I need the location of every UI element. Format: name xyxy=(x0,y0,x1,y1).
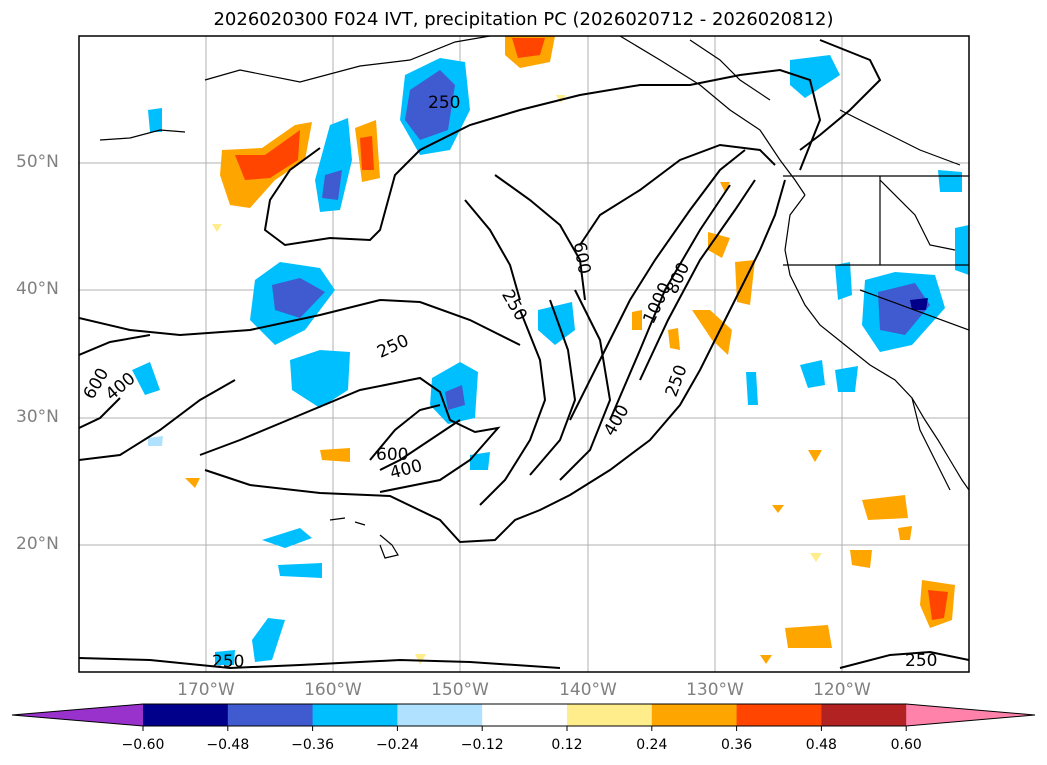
lat-label: 30°N xyxy=(16,407,59,427)
plot-frame xyxy=(78,35,970,673)
map-title: 2026020300 F024 IVT, precipitation PC (2… xyxy=(213,9,834,30)
colorbar-tick-label: 0.12 xyxy=(551,737,583,753)
colorbar-extend-high xyxy=(906,704,1035,726)
colorbar-tick-label: −0.48 xyxy=(206,737,250,753)
colorbar-cell xyxy=(567,704,653,726)
colorbar-cell xyxy=(736,704,822,726)
lon-label: 120°W xyxy=(813,680,871,700)
colorbar-tick-label: 0.60 xyxy=(890,737,922,753)
lon-label: 140°W xyxy=(559,680,617,700)
colorbar-cell xyxy=(312,704,398,726)
contour-label: 250 xyxy=(905,651,937,671)
colorbar-cell xyxy=(651,704,738,726)
lat-label: 20°N xyxy=(16,534,59,554)
colorbar-cell xyxy=(397,704,483,726)
lon-label: 160°W xyxy=(304,680,362,700)
plot-area xyxy=(79,36,969,672)
colorbar-extend-low xyxy=(12,704,143,726)
colorbar-tick-label: −0.36 xyxy=(291,737,335,753)
colorbar-cell xyxy=(821,704,907,726)
colorbar-tick-label: 0.48 xyxy=(805,737,837,753)
map-plot: 250 250 250 250 250 250 250 250 400 400 … xyxy=(78,35,970,673)
colorbar-cell xyxy=(143,704,229,726)
precip-positive-areas xyxy=(185,36,955,665)
colorbar-tick-label: −0.24 xyxy=(375,737,419,753)
lat-label: 50°N xyxy=(16,152,59,172)
colorbar-outline xyxy=(11,703,1036,727)
colorbar-tick-label: 0.24 xyxy=(636,737,668,753)
coastlines xyxy=(99,36,969,559)
contour-label: 250 xyxy=(212,652,244,672)
lon-label: 150°W xyxy=(431,680,489,700)
colorbar-tick-label: −0.12 xyxy=(460,737,504,753)
lon-label: 170°W xyxy=(177,680,235,700)
ivt-contours xyxy=(79,39,969,670)
contour-label: 250 xyxy=(428,93,460,113)
contour-label: 600 xyxy=(376,445,408,465)
precip-negative-areas xyxy=(132,55,969,665)
colorbar-cell xyxy=(227,704,314,726)
lon-label: 130°W xyxy=(686,680,744,700)
gridlines xyxy=(79,36,969,672)
lat-label: 40°N xyxy=(16,279,59,299)
colorbar-cell xyxy=(482,704,568,726)
colorbar-tick-label: −0.60 xyxy=(121,737,165,753)
colorbar-tick-label: 0.36 xyxy=(721,737,753,753)
